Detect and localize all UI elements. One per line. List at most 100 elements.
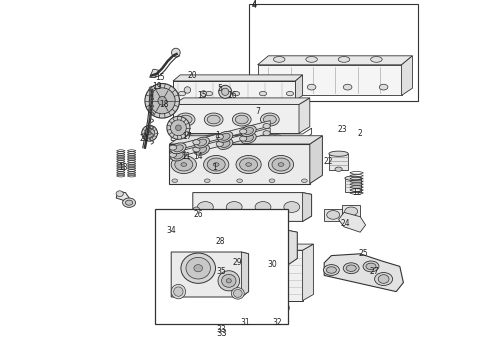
Ellipse shape (274, 135, 281, 140)
Ellipse shape (193, 140, 200, 145)
Text: 18: 18 (159, 100, 169, 109)
Polygon shape (329, 154, 348, 170)
Ellipse shape (235, 115, 248, 124)
Ellipse shape (172, 48, 180, 57)
Text: 15: 15 (197, 91, 207, 100)
Ellipse shape (174, 287, 183, 296)
Ellipse shape (204, 156, 229, 174)
Polygon shape (170, 136, 322, 144)
Text: 33: 33 (216, 328, 227, 338)
Text: 23: 23 (338, 125, 347, 134)
Text: 2: 2 (358, 129, 363, 138)
Ellipse shape (244, 135, 253, 142)
Polygon shape (242, 252, 248, 297)
Ellipse shape (176, 113, 195, 126)
Text: 26: 26 (194, 210, 203, 219)
Ellipse shape (216, 141, 223, 147)
Ellipse shape (125, 200, 133, 205)
Ellipse shape (306, 57, 318, 62)
Ellipse shape (218, 271, 240, 291)
Ellipse shape (269, 156, 294, 174)
Ellipse shape (194, 265, 202, 272)
Text: 11: 11 (181, 152, 190, 161)
Polygon shape (173, 75, 303, 81)
Text: 31: 31 (240, 318, 250, 327)
Ellipse shape (158, 96, 167, 105)
Ellipse shape (170, 152, 176, 157)
Polygon shape (193, 250, 303, 301)
Text: 1: 1 (216, 130, 220, 139)
Polygon shape (223, 230, 297, 265)
Text: 32: 32 (272, 318, 282, 327)
Ellipse shape (241, 133, 256, 144)
Polygon shape (310, 136, 322, 184)
Ellipse shape (197, 202, 213, 212)
Ellipse shape (204, 179, 210, 183)
Text: 29: 29 (233, 258, 243, 267)
Ellipse shape (240, 129, 247, 134)
Ellipse shape (379, 84, 388, 90)
Ellipse shape (284, 202, 300, 212)
Ellipse shape (261, 113, 279, 126)
Ellipse shape (345, 207, 358, 216)
Text: 7: 7 (255, 107, 260, 116)
Text: 24: 24 (341, 219, 351, 228)
Ellipse shape (237, 179, 243, 183)
Text: 33: 33 (217, 325, 226, 334)
Ellipse shape (145, 128, 155, 138)
Polygon shape (299, 98, 310, 133)
Polygon shape (173, 98, 310, 104)
Ellipse shape (205, 91, 213, 96)
Ellipse shape (236, 156, 261, 174)
Ellipse shape (193, 147, 200, 152)
Ellipse shape (301, 179, 307, 183)
Ellipse shape (259, 91, 267, 96)
Ellipse shape (171, 120, 186, 136)
Text: 27: 27 (370, 267, 379, 276)
Ellipse shape (148, 131, 151, 135)
Ellipse shape (178, 91, 186, 96)
Ellipse shape (232, 113, 251, 126)
Ellipse shape (194, 144, 209, 155)
Polygon shape (324, 254, 403, 292)
Ellipse shape (220, 140, 230, 148)
Ellipse shape (323, 265, 339, 275)
Ellipse shape (263, 115, 276, 124)
Ellipse shape (175, 158, 193, 171)
Ellipse shape (370, 57, 382, 62)
Ellipse shape (255, 202, 271, 212)
Ellipse shape (263, 131, 270, 136)
Text: 28: 28 (215, 237, 224, 246)
Ellipse shape (241, 126, 256, 136)
Ellipse shape (218, 139, 233, 149)
Text: 12: 12 (352, 188, 361, 197)
Text: 4: 4 (252, 0, 257, 9)
Ellipse shape (278, 163, 284, 166)
Ellipse shape (240, 136, 247, 141)
Polygon shape (402, 56, 413, 95)
Polygon shape (193, 193, 312, 221)
Ellipse shape (197, 139, 207, 146)
Ellipse shape (263, 135, 281, 140)
Polygon shape (116, 192, 132, 203)
Text: 16: 16 (227, 91, 237, 100)
Ellipse shape (234, 135, 252, 140)
Polygon shape (173, 81, 295, 101)
Ellipse shape (343, 263, 359, 274)
Ellipse shape (226, 279, 231, 283)
Ellipse shape (167, 116, 190, 139)
Ellipse shape (286, 91, 294, 96)
Ellipse shape (197, 146, 207, 153)
Text: 13: 13 (118, 163, 127, 172)
Text: 34: 34 (166, 226, 176, 235)
Text: 17: 17 (183, 132, 192, 141)
Text: 1: 1 (212, 163, 217, 172)
Ellipse shape (218, 131, 233, 142)
Ellipse shape (204, 113, 223, 126)
Ellipse shape (181, 163, 187, 166)
Polygon shape (149, 69, 159, 77)
Ellipse shape (179, 115, 192, 124)
Ellipse shape (149, 88, 175, 114)
Ellipse shape (327, 211, 340, 219)
Polygon shape (345, 178, 361, 192)
